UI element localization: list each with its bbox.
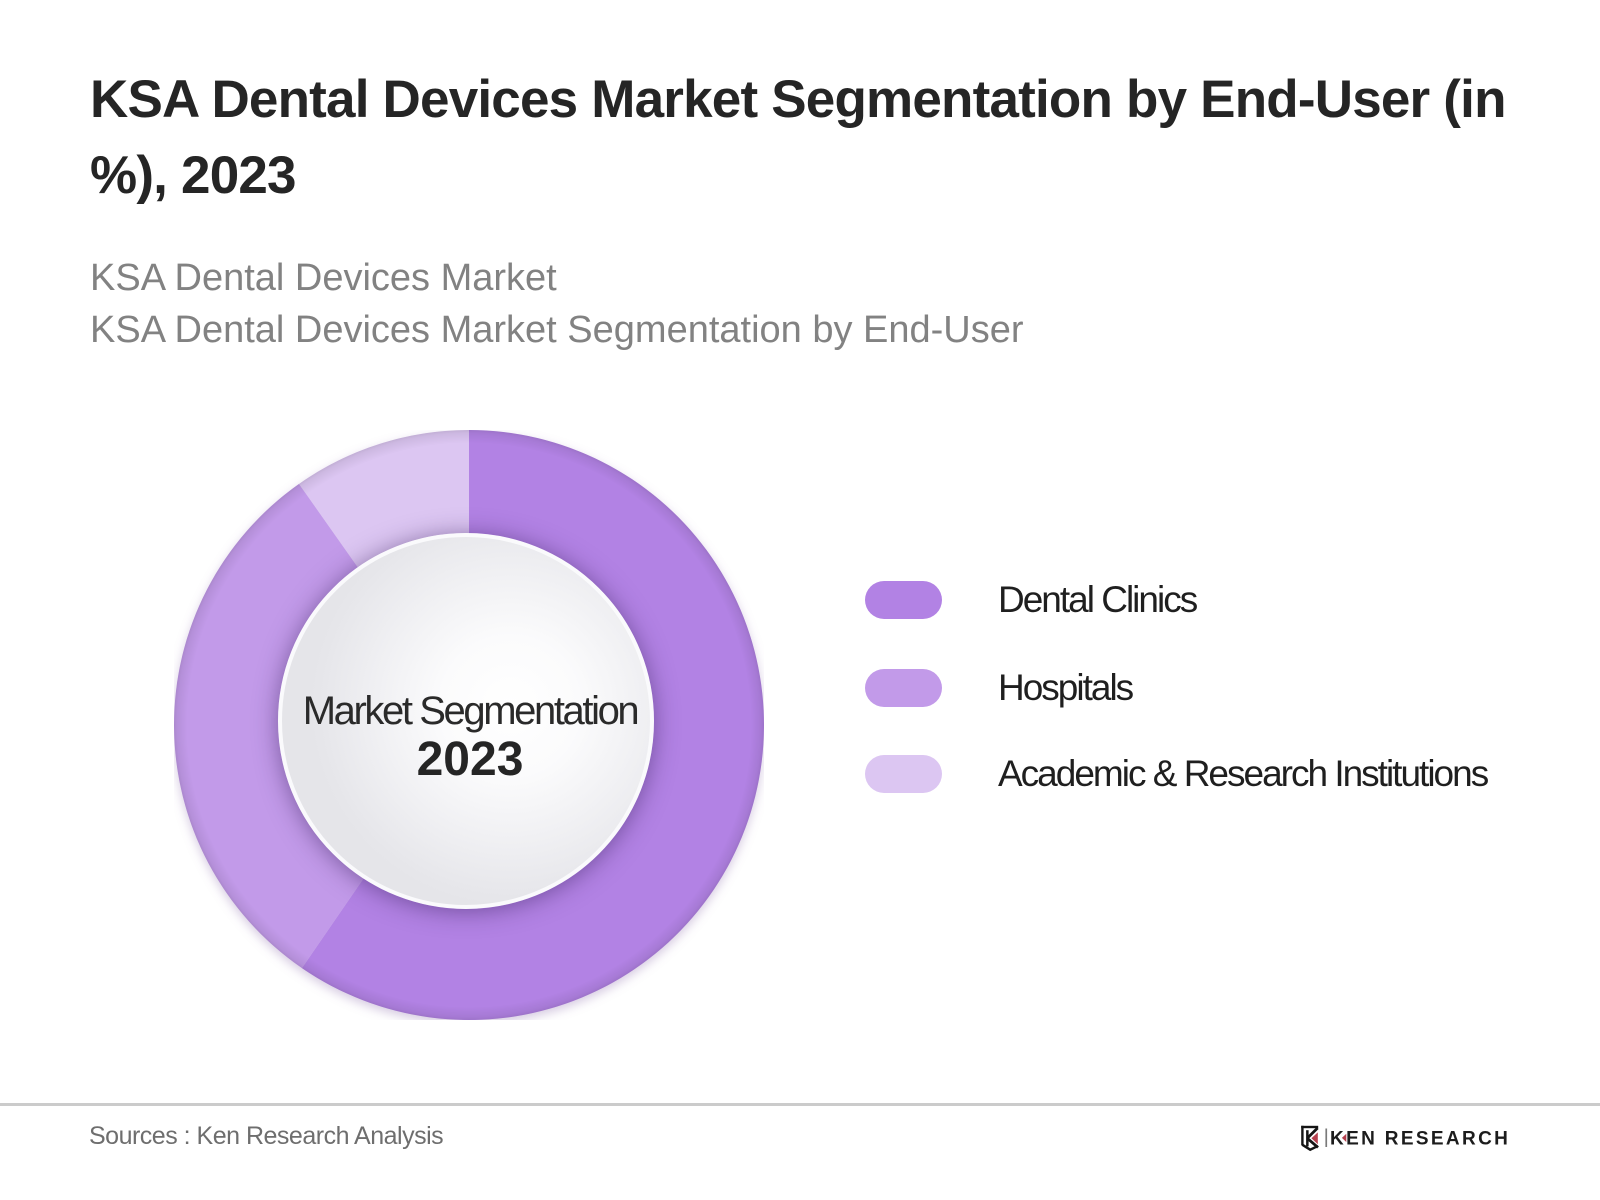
svg-text:KEN RESEARCH: KEN RESEARCH <box>1330 1129 1510 1150</box>
